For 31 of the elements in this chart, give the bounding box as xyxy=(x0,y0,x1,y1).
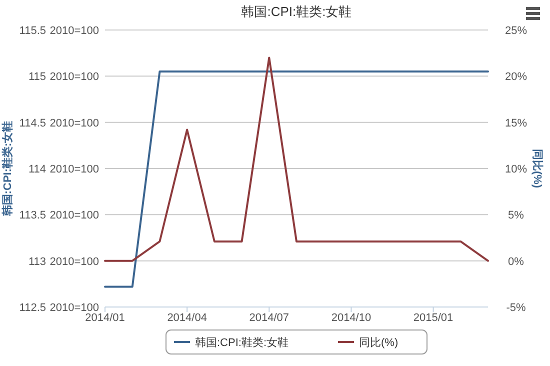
y-tick-label: 114.5 xyxy=(19,117,46,130)
y-tick-label: 112.5 xyxy=(19,302,46,314)
y-tick-label: 114 xyxy=(28,164,46,176)
y-tick-label: 115 xyxy=(28,71,46,84)
y-tick-label: 113 xyxy=(28,256,46,268)
legend-label: 韩国:CPI:鞋类:女鞋 xyxy=(195,336,289,349)
y2-tick-label: 10% xyxy=(504,164,528,176)
y-tick-label: 113.5 xyxy=(19,210,46,222)
y-axis-title: 韩国:CPI:鞋类:女鞋 xyxy=(1,120,14,218)
legend-label: 同比(%) xyxy=(359,336,398,349)
text: 2010=100 xyxy=(50,210,99,222)
text: 2010=100 xyxy=(50,117,99,130)
y2-tick-label: -5% xyxy=(506,302,526,314)
x-tick-label: 2014/10 xyxy=(331,312,372,324)
text: 2010=100 xyxy=(50,256,99,268)
x-tick-label: 2015/01 xyxy=(413,312,454,324)
y2-tick-label: 15% xyxy=(504,117,528,130)
x-tick-label: 2014/01 xyxy=(85,312,125,324)
y2-tick-label: 5% xyxy=(508,210,524,222)
y-tick-label: 115.5 xyxy=(19,25,46,37)
text: 2010=100 xyxy=(50,25,99,37)
chart-title: 韩国:CPI:鞋类:女鞋 xyxy=(241,4,352,19)
y2-axis-title: 同比(%) xyxy=(531,148,544,188)
text: 2010=100 xyxy=(50,302,99,314)
y2-tick-label: 20% xyxy=(504,71,528,84)
y2-tick-label: 0% xyxy=(508,256,524,268)
x-tick-label: 2014/07 xyxy=(249,312,290,324)
x-tick-label: 2014/04 xyxy=(167,312,207,324)
y2-tick-label: 25% xyxy=(504,25,528,37)
text: 2010=100 xyxy=(50,164,99,176)
text: 2010=100 xyxy=(50,71,99,84)
